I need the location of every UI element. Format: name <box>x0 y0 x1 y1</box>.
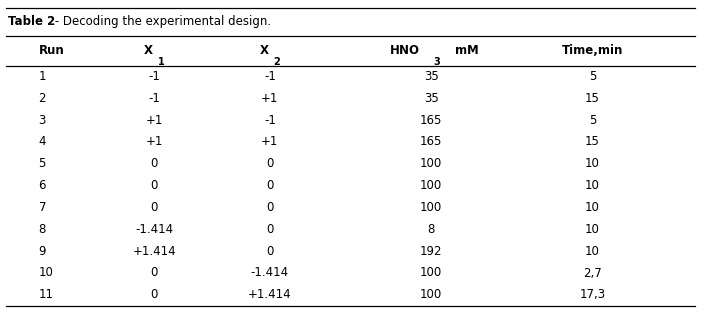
Text: $\mathbf{HNO}$: $\mathbf{HNO}$ <box>389 44 420 57</box>
Text: $\mathbf{X}$: $\mathbf{X}$ <box>143 44 154 57</box>
Text: 35: 35 <box>423 70 439 83</box>
Text: 0: 0 <box>266 179 273 192</box>
Text: $\mathbf{1}$: $\mathbf{1}$ <box>157 55 165 67</box>
Text: Run: Run <box>39 44 64 57</box>
Text: $\mathbf{2}$: $\mathbf{2}$ <box>273 55 281 67</box>
Text: -1.414: -1.414 <box>135 223 173 236</box>
Text: 2: 2 <box>39 92 46 105</box>
Text: 10: 10 <box>585 157 600 170</box>
Text: 7: 7 <box>39 201 46 214</box>
Text: +1: +1 <box>146 135 163 149</box>
Text: 8: 8 <box>428 223 435 236</box>
Text: 165: 165 <box>420 114 442 127</box>
Text: Table 2: Table 2 <box>8 15 55 28</box>
Text: 5: 5 <box>39 157 46 170</box>
Text: 5: 5 <box>589 70 596 83</box>
Text: 100: 100 <box>420 288 442 301</box>
Text: 3: 3 <box>39 114 46 127</box>
Text: 192: 192 <box>420 245 442 258</box>
Text: 0: 0 <box>266 201 273 214</box>
Text: 35: 35 <box>423 92 439 105</box>
Text: +1: +1 <box>146 114 163 127</box>
Text: 0: 0 <box>266 157 273 170</box>
Text: -1: -1 <box>149 70 160 83</box>
Text: $\mathbf{X}$: $\mathbf{X}$ <box>259 44 270 57</box>
Text: +1.414: +1.414 <box>132 245 176 258</box>
Text: 10: 10 <box>585 245 600 258</box>
Text: 8: 8 <box>39 223 46 236</box>
Text: 15: 15 <box>585 92 600 105</box>
Text: 0: 0 <box>151 157 158 170</box>
Text: 100: 100 <box>420 201 442 214</box>
Text: 4: 4 <box>39 135 46 149</box>
Text: 1: 1 <box>39 70 46 83</box>
Text: 165: 165 <box>420 135 442 149</box>
Text: 2,7: 2,7 <box>583 266 601 280</box>
Text: +1: +1 <box>261 135 278 149</box>
Text: 10: 10 <box>585 179 600 192</box>
Text: -1: -1 <box>264 114 275 127</box>
Text: $\mathbf{mM}$: $\mathbf{mM}$ <box>454 44 479 57</box>
Text: 6: 6 <box>39 179 46 192</box>
Text: 0: 0 <box>151 201 158 214</box>
Text: 5: 5 <box>589 114 596 127</box>
Text: +1: +1 <box>261 92 278 105</box>
Text: 0: 0 <box>151 266 158 280</box>
Text: 0: 0 <box>151 179 158 192</box>
Text: -1.414: -1.414 <box>251 266 289 280</box>
Text: 11: 11 <box>39 288 53 301</box>
Text: 100: 100 <box>420 179 442 192</box>
Text: +1.414: +1.414 <box>248 288 292 301</box>
Text: $\mathbf{3}$: $\mathbf{3}$ <box>433 55 441 67</box>
Text: 15: 15 <box>585 135 600 149</box>
Text: -1: -1 <box>149 92 160 105</box>
Text: - Decoding the experimental design.: - Decoding the experimental design. <box>51 15 271 28</box>
Text: 0: 0 <box>266 245 273 258</box>
Text: 100: 100 <box>420 157 442 170</box>
Text: 10: 10 <box>585 201 600 214</box>
Text: 10: 10 <box>39 266 53 280</box>
Text: -1: -1 <box>264 70 275 83</box>
Text: 100: 100 <box>420 266 442 280</box>
Text: 0: 0 <box>266 223 273 236</box>
Text: 0: 0 <box>151 288 158 301</box>
Text: 10: 10 <box>585 223 600 236</box>
Text: Time,min: Time,min <box>562 44 623 57</box>
Text: 9: 9 <box>39 245 46 258</box>
Text: 17,3: 17,3 <box>579 288 606 301</box>
